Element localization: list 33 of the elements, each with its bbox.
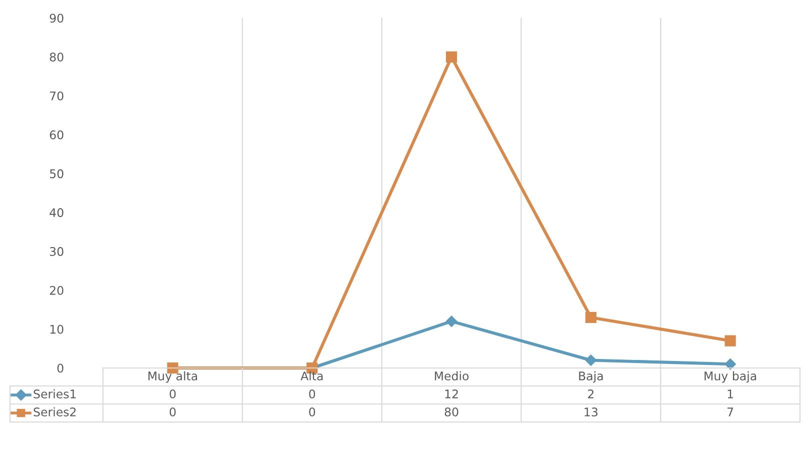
y-tick-label: 0 [57,364,64,373]
x-tick-label: Medio [434,371,469,380]
point [446,316,458,327]
data-label: 7 [728,408,734,416]
data-label: 2 [588,389,594,398]
y-tick-label: 10 [50,324,64,334]
y-tick-label: 60 [50,130,64,140]
data-label: 0 [309,389,316,398]
x-tick-label: Baja [579,371,603,383]
y-tick-label: 30 [50,247,64,256]
point [724,335,736,346]
x-tick-label: Alta [300,371,323,380]
legend-label: Series2 [34,407,76,416]
y-tick-label: 50 [50,169,64,178]
point [585,354,597,366]
y-tick-label: 90 [50,14,64,23]
y-tick-label: 40 [50,208,64,218]
y-tick-label: 70 [50,92,64,100]
data-label: 1 [728,390,733,398]
x-tick-label: Muy alta [148,371,198,383]
data-label: 13 [584,407,598,416]
data-label: 80 [444,407,458,416]
point [585,312,596,323]
point [724,358,736,370]
y-tick-label: 80 [50,52,64,62]
legend-label: Series1 [34,389,76,398]
data-label: 0 [170,407,176,416]
x-tick-label: Muy baja [704,371,756,383]
data-label: 0 [309,407,316,416]
y-tick-label: 20 [50,286,64,295]
data-label: 0 [170,389,176,398]
point [446,51,458,62]
data-label: 12 [445,389,458,398]
